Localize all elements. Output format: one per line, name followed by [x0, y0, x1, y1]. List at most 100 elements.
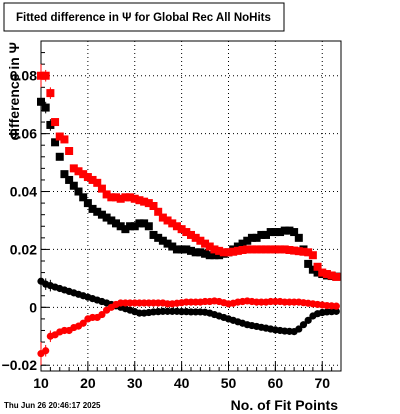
data-point-square	[187, 230, 195, 239]
data-point-square	[243, 245, 252, 254]
data-point-square	[238, 239, 247, 248]
data-point-square	[168, 219, 177, 228]
data-point-square	[285, 226, 294, 235]
y-tick-label: 0.06	[10, 126, 37, 142]
data-point-square	[135, 196, 144, 205]
data-point-square	[102, 190, 111, 199]
data-point-square	[37, 97, 45, 106]
data-point-square	[112, 219, 120, 228]
data-point-square	[107, 216, 116, 225]
data-point-square	[69, 164, 78, 173]
data-point-square	[37, 71, 45, 80]
data-point-square	[121, 193, 130, 202]
data-point-square	[182, 228, 191, 237]
data-point-square	[107, 193, 116, 202]
data-point-square	[46, 89, 55, 98]
data-point-square	[65, 175, 74, 184]
data-point-square	[215, 246, 224, 255]
data-point-square	[271, 245, 280, 254]
data-point-square	[163, 239, 172, 248]
data-point-square	[41, 71, 50, 80]
timestamp: Thu Jun 26 20:46:17 2025	[4, 401, 101, 410]
data-point-square	[238, 246, 247, 254]
data-point-square	[247, 245, 256, 254]
data-point-circle	[299, 321, 308, 329]
data-point-square	[177, 245, 186, 254]
data-point-square	[257, 230, 266, 239]
data-point-square	[97, 210, 106, 219]
data-point-square	[191, 248, 200, 257]
x-tick-label: 60	[268, 375, 284, 391]
data-point-square	[140, 197, 149, 206]
y-tick-label: −0.02	[2, 357, 38, 373]
data-point-square	[144, 222, 153, 231]
x-tick-label: 20	[80, 375, 96, 391]
data-point-square	[93, 178, 102, 187]
data-point-square	[158, 213, 167, 222]
data-point-square	[196, 248, 205, 257]
data-point-square	[168, 242, 177, 251]
data-point-square	[46, 120, 55, 129]
data-point-circle	[304, 316, 312, 324]
data-point-square	[318, 268, 327, 277]
x-tick-label: 10	[33, 375, 49, 391]
data-point-square	[280, 245, 289, 254]
data-point-square	[116, 194, 125, 203]
data-point-square	[252, 233, 261, 242]
data-point-square	[93, 207, 102, 216]
data-point-square	[313, 262, 322, 271]
y-tick-label: 0.08	[10, 68, 37, 84]
data-point-square	[116, 222, 125, 231]
data-point-square	[60, 170, 69, 179]
data-point-square	[187, 246, 195, 255]
data-point-square	[304, 259, 313, 268]
data-point-square	[69, 181, 78, 190]
data-point-square	[266, 245, 275, 254]
data-point-circle	[332, 307, 340, 315]
x-axis-title: No. of Fit Points	[231, 397, 339, 413]
data-point-square	[294, 247, 303, 256]
y-tick-label: 0	[29, 299, 37, 315]
data-point-square	[262, 245, 270, 254]
data-point-square	[112, 193, 120, 202]
data-point-square	[51, 118, 60, 127]
data-point-square	[97, 184, 106, 193]
data-point-square	[55, 132, 64, 141]
data-point-circle	[79, 319, 87, 327]
data-point-square	[60, 135, 69, 144]
data-point-square	[262, 230, 270, 239]
x-tick-label: 30	[127, 375, 143, 391]
y-tick-label: 0.02	[10, 241, 37, 257]
data-point-square	[163, 216, 172, 225]
data-point-square	[172, 245, 181, 254]
data-point-square	[205, 251, 214, 260]
data-point-square	[130, 222, 139, 231]
data-point-square	[257, 245, 266, 254]
data-point-square	[144, 199, 153, 208]
data-point-square	[83, 199, 92, 208]
data-point-square	[308, 251, 317, 260]
data-point-square	[294, 233, 303, 242]
data-point-square	[79, 170, 88, 179]
y-tick-labels: −0.02 0 0.02 0.04 0.06 0.08	[2, 68, 38, 373]
data-point-square	[196, 236, 205, 245]
data-point-square	[276, 245, 285, 254]
data-point-square	[41, 103, 50, 112]
data-point-square	[154, 207, 163, 216]
data-point-square	[55, 152, 64, 161]
data-point-square	[201, 249, 210, 258]
data-point-square	[88, 175, 97, 184]
data-point-square	[191, 233, 200, 242]
data-point-square	[102, 213, 111, 222]
data-point-square	[252, 245, 261, 254]
data-point-square	[182, 245, 191, 254]
data-point-square	[313, 268, 322, 277]
data-point-circle	[42, 347, 50, 355]
data-point-square	[327, 271, 336, 280]
chart-title: Fitted difference in Ψ for Global Rec Al…	[16, 12, 271, 24]
data-point-square	[219, 248, 228, 257]
x-tick-labels: 10 20 30 40 50 60 70	[33, 375, 330, 391]
data-point-square	[276, 228, 285, 237]
x-tick-label: 40	[174, 375, 190, 391]
